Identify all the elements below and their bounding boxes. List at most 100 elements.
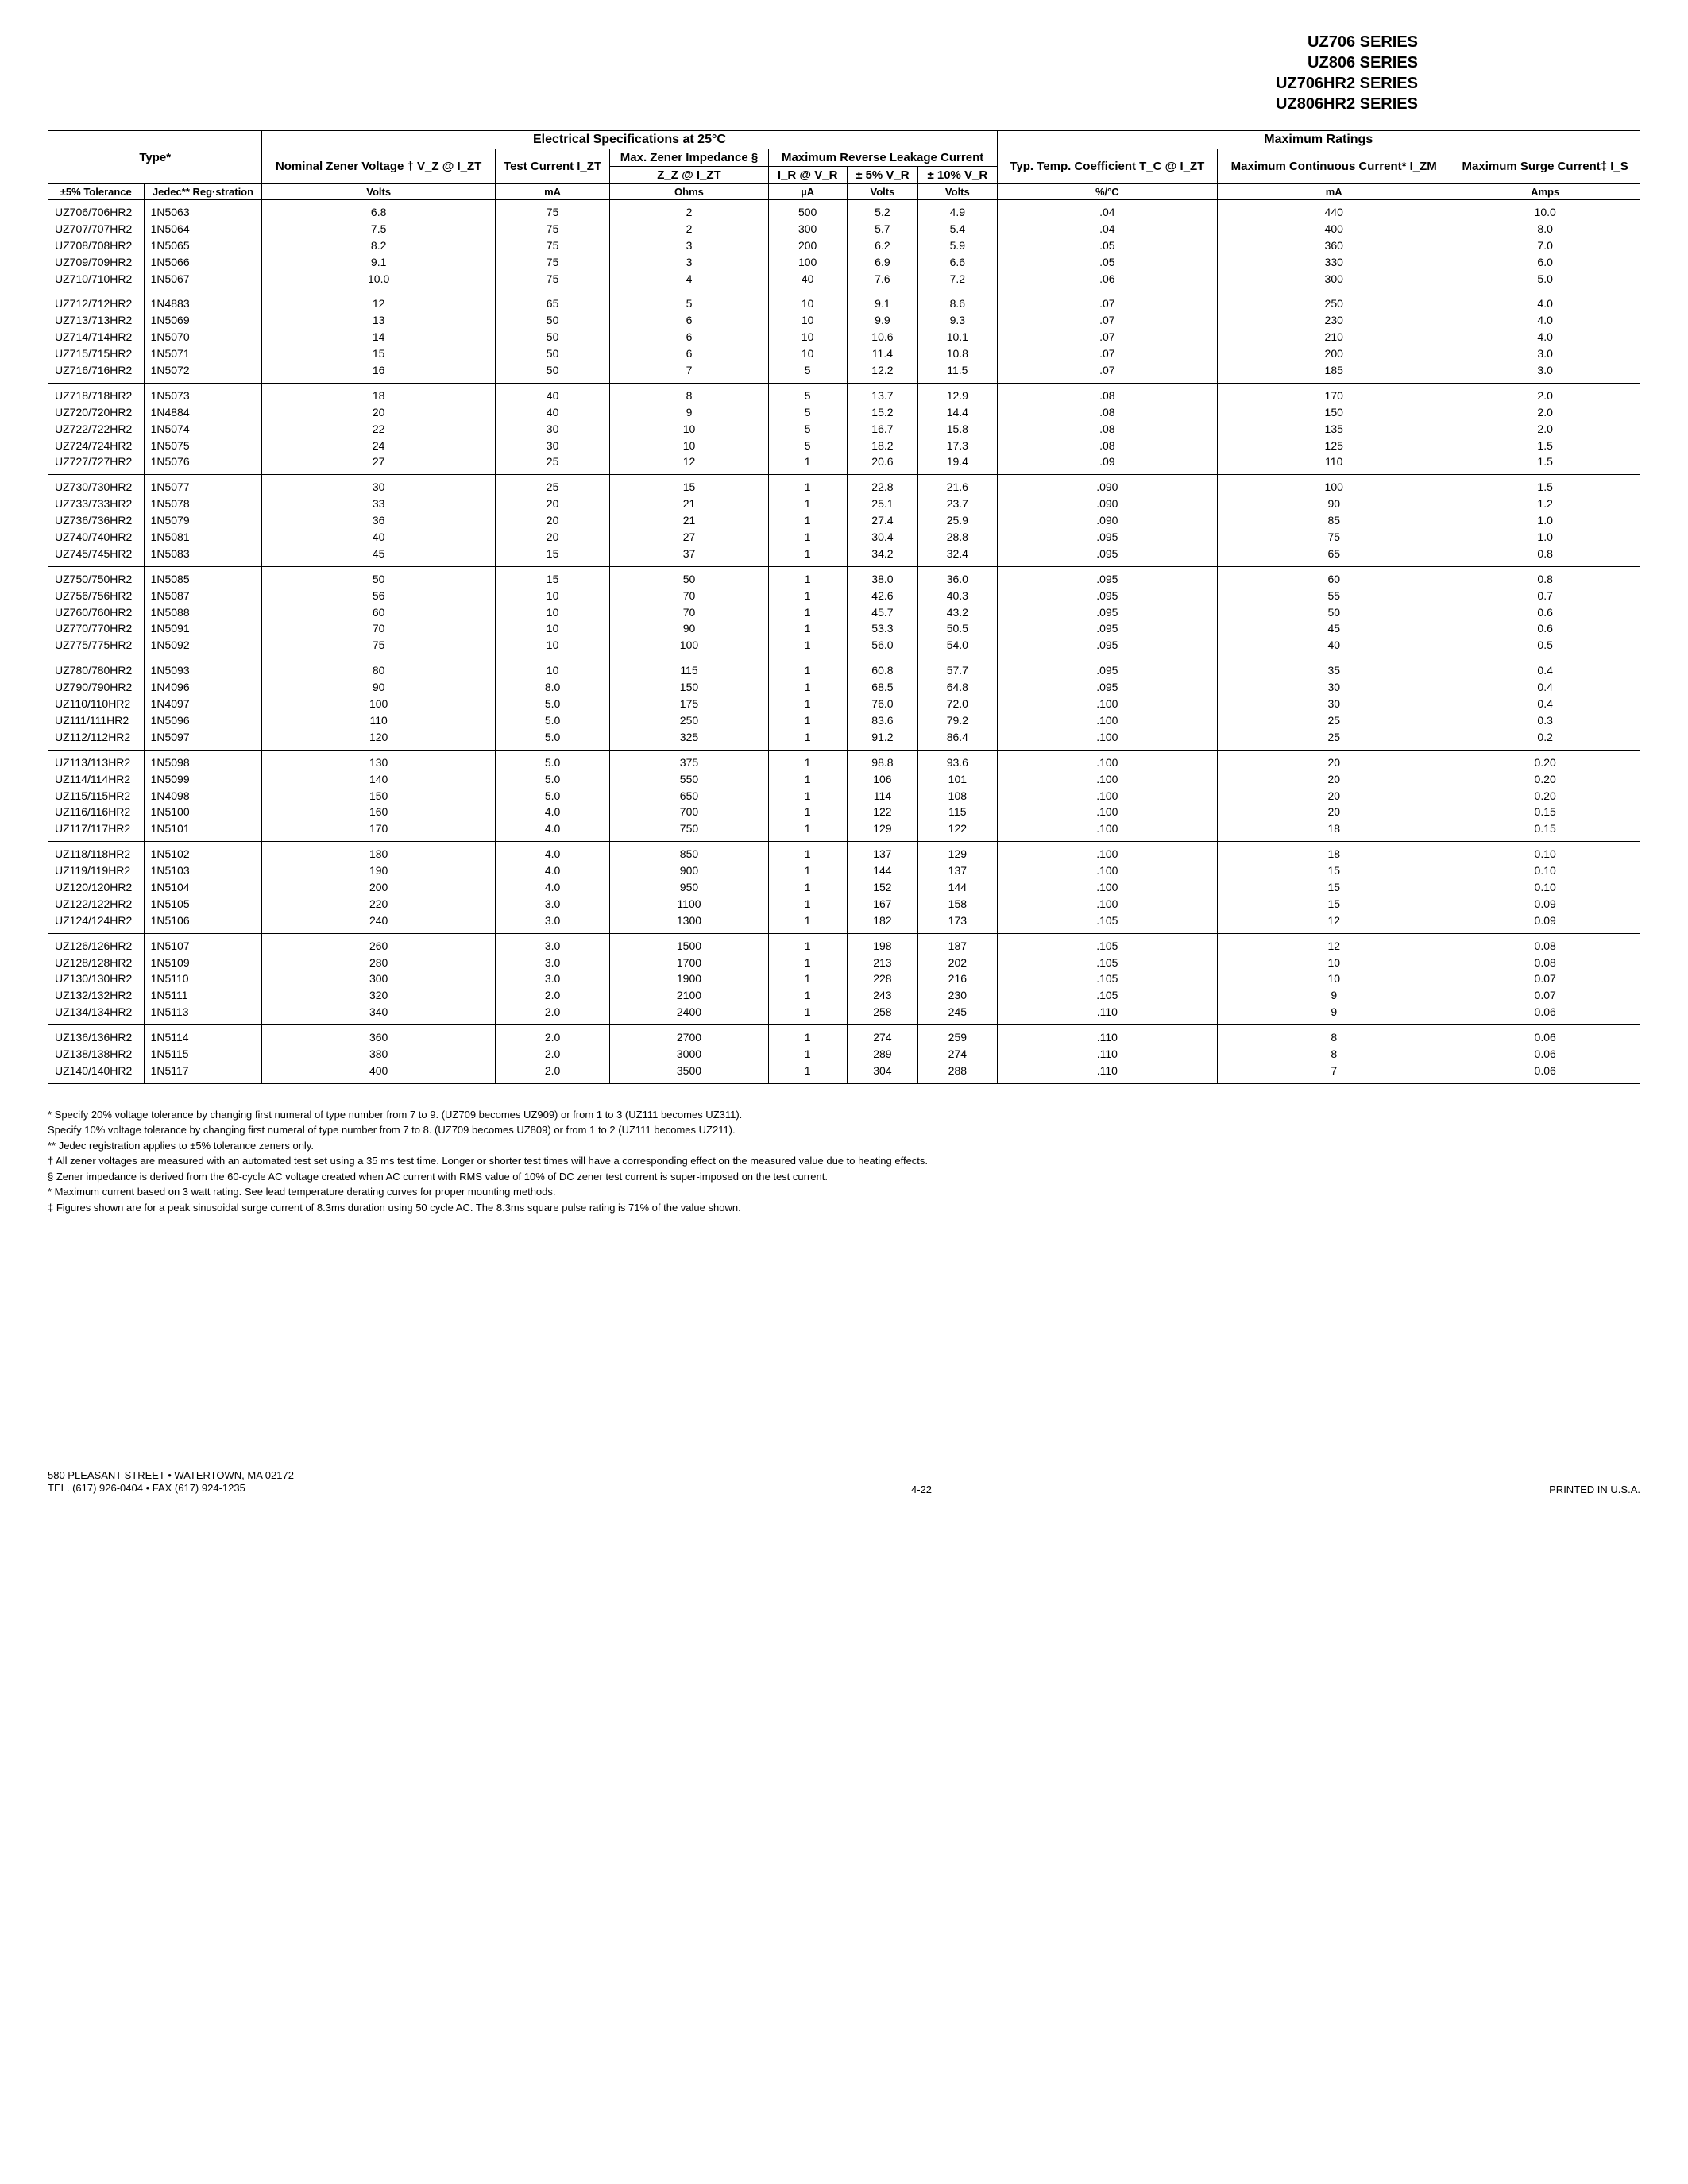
table-cell: 7 [1218,1063,1450,1083]
table-cell: 70 [262,620,495,637]
table-cell: 4.0 [495,842,609,862]
table-cell: 1300 [610,913,768,933]
table-cell: 2.0 [1450,421,1640,438]
table-cell: 65 [495,291,609,312]
table-cell: 2.0 [495,1004,609,1024]
table-cell: 75 [495,200,609,221]
table-cell: 0.5 [1450,637,1640,658]
table-cell: 0.15 [1450,820,1640,841]
table-cell: UZ128/128HR2 [48,955,145,971]
table-cell: 65 [1218,546,1450,566]
table-cell: 1N5064 [144,221,262,237]
table-cell: 80 [262,658,495,679]
footnote: * Maximum current based on 3 watt rating… [48,1185,1640,1199]
table-cell: 15 [495,566,609,587]
table-cell: UZ709/709HR2 [48,254,145,271]
table-cell: 0.3 [1450,712,1640,729]
table-cell: 10 [610,438,768,454]
table-cell: 13.7 [847,383,918,403]
table-cell: 5.0 [495,750,609,770]
table-cell: 21.6 [918,475,997,496]
table-cell: 7.6 [847,271,918,291]
col-type: Type* [48,131,262,184]
table-cell: 10 [768,312,847,329]
table-cell: 1N5078 [144,496,262,512]
table-cell: 1N5096 [144,712,262,729]
table-row: UZ111/111HR21N50961105.0250183.679.2.100… [48,712,1640,729]
table-cell: UZ115/115HR2 [48,788,145,805]
table-cell: 1500 [610,933,768,954]
table-cell: UZ745/745HR2 [48,546,145,566]
table-cell: 50 [495,345,609,362]
table-cell: 21 [610,512,768,529]
table-cell: 320 [262,987,495,1004]
table-cell: 40 [495,404,609,421]
page-footer: 580 PLEASANT STREET • WATERTOWN, MA 0217… [48,1469,1640,1496]
table-cell: .100 [997,862,1218,879]
table-cell: 40 [1218,637,1450,658]
table-cell: 20 [1218,771,1450,788]
table-cell: 5 [768,362,847,383]
table-cell: 6 [610,345,768,362]
table-cell: 258 [847,1004,918,1024]
table-cell: 1 [768,1046,847,1063]
table-row: UZ720/720HR21N488420409515.214.4.081502.… [48,404,1640,421]
table-cell: 289 [847,1046,918,1063]
unit-ma2: mA [1218,184,1450,200]
table-cell: 550 [610,771,768,788]
table-cell: 1N5083 [144,546,262,566]
table-cell: 15 [495,546,609,566]
table-cell: 1.5 [1450,475,1640,496]
table-cell: 3.0 [1450,362,1640,383]
table-cell: 27 [262,453,495,474]
table-cell: 10 [1218,955,1450,971]
table-cell: UZ117/117HR2 [48,820,145,841]
table-cell: UZ116/116HR2 [48,804,145,820]
table-cell: 70 [610,604,768,621]
table-cell: 100 [610,637,768,658]
table-cell: 137 [847,842,918,862]
table-cell: UZ120/120HR2 [48,879,145,896]
table-cell: .095 [997,529,1218,546]
table-cell: 42.6 [847,588,918,604]
table-cell: 83.6 [847,712,918,729]
table-cell: 114 [847,788,918,805]
table-cell: 0.2 [1450,729,1640,750]
table-cell: 30 [262,475,495,496]
col-tol5: ±5% Tolerance [48,184,145,200]
table-cell: 6.0 [1450,254,1640,271]
table-cell: 200 [262,879,495,896]
table-row: UZ714/714HR21N5070145061010.610.1.072104… [48,329,1640,345]
table-row: UZ130/130HR21N51103003.019001228216.1051… [48,970,1640,987]
table-cell: 1N5113 [144,1004,262,1024]
table-row: UZ733/733HR21N5078332021125.123.7.090901… [48,496,1640,512]
table-cell: 1N5093 [144,658,262,679]
table-cell: 25.9 [918,512,997,529]
table-cell: 4.0 [495,879,609,896]
table-cell: 1N5077 [144,475,262,496]
table-cell: 125 [1218,438,1450,454]
table-cell: 10.6 [847,329,918,345]
table-cell: 57.7 [918,658,997,679]
table-cell: 1N5098 [144,750,262,770]
table-cell: 8 [610,383,768,403]
table-cell: 30.4 [847,529,918,546]
table-cell: 850 [610,842,768,862]
table-cell: 15 [1218,862,1450,879]
table-cell: 1N5088 [144,604,262,621]
table-cell: 1N5067 [144,271,262,291]
table-row: UZ770/770HR21N5091701090153.350.5.095450… [48,620,1640,637]
table-cell: .095 [997,588,1218,604]
table-cell: 25 [495,453,609,474]
table-cell: 1N4097 [144,696,262,712]
table-cell: .095 [997,566,1218,587]
table-cell: 1 [768,1063,847,1083]
table-cell: 167 [847,896,918,913]
table-cell: UZ760/760HR2 [48,604,145,621]
table-cell: 38.0 [847,566,918,587]
footnote: † All zener voltages are measured with a… [48,1154,1640,1168]
table-cell: 10 [495,658,609,679]
table-cell: 0.20 [1450,788,1640,805]
table-cell: 1N5092 [144,637,262,658]
table-cell: 1 [768,933,847,954]
